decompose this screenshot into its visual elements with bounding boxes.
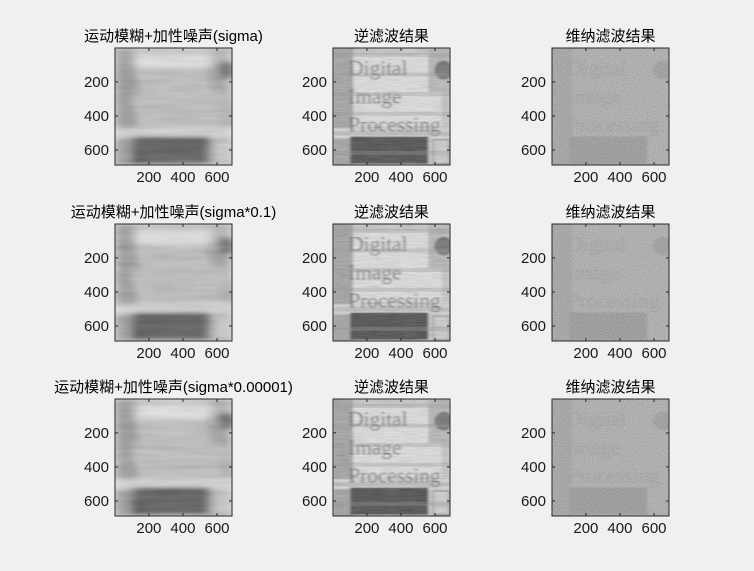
image-inverse-filtered-image: DigitalImageProcessing	[333, 399, 450, 516]
x-tick-label: 400	[607, 345, 632, 362]
y-tick-label: 400	[84, 284, 109, 301]
y-tick-label: 200	[521, 425, 546, 442]
subplot-3: DigitalImageProcessing 200 400 600 200 400 600…	[521, 28, 670, 186]
image-motion-blurred-image	[115, 48, 232, 165]
x-tick-label: 400	[388, 520, 413, 537]
x-tick-label: 600	[204, 345, 229, 362]
subplot-2: DigitalImageProcessing 200 400 600 200 400 600…	[302, 28, 451, 186]
axes-frame	[332, 47, 451, 166]
x-tick-label: 600	[204, 520, 229, 537]
axes-frame	[551, 223, 670, 342]
subplot-7: 200 400 600 200 400 600 运动模糊+加性噪声(sigma*0.0000…	[54, 378, 293, 537]
y-tick-label: 600	[84, 318, 109, 335]
y-tick-label: 600	[521, 142, 546, 159]
y-tick-label: 200	[302, 74, 327, 91]
x-tick-label: 400	[170, 520, 195, 537]
x-tick-label: 200	[354, 520, 379, 537]
x-tick-label: 400	[388, 345, 413, 362]
image-motion-blurred-image	[115, 399, 232, 516]
y-tick-label: 200	[302, 250, 327, 267]
subplot-9: DigitalImageProcessing 200 400 600 200 400 600…	[521, 379, 670, 537]
subplot-title: 运动模糊+加性噪声(sigma)	[84, 27, 263, 45]
subplot-title: 逆滤波结果	[354, 379, 429, 396]
subplot-4: 200 400 600 200 400 600 运动模糊+加性噪声(sigma*0.1)	[71, 203, 276, 362]
y-tick-label: 400	[521, 108, 546, 125]
axes-frame	[114, 398, 233, 517]
x-tick-label: 600	[422, 345, 447, 362]
y-tick-label: 400	[521, 284, 546, 301]
x-tick-label: 600	[641, 345, 666, 362]
subplot-6: DigitalImageProcessing 200 400 600 200 400 600…	[521, 204, 670, 362]
y-tick-label: 400	[84, 459, 109, 476]
y-tick-label: 200	[521, 74, 546, 91]
y-tick-label: 600	[302, 493, 327, 510]
x-tick-label: 400	[170, 169, 195, 186]
y-tick-label: 200	[84, 250, 109, 267]
y-tick-label: 600	[84, 493, 109, 510]
y-tick-label: 600	[84, 142, 109, 159]
subplot-title: 维纳滤波结果	[565, 379, 655, 396]
x-tick-label: 200	[354, 345, 379, 362]
x-tick-label: 600	[641, 520, 666, 537]
y-tick-label: 400	[302, 108, 327, 125]
axes-frame	[114, 47, 233, 166]
subplot-8: DigitalImageProcessing 200 400 600 200 400 600…	[302, 379, 451, 537]
image-wiener-filtered-image: DigitalImageProcessing	[552, 399, 669, 516]
y-tick-label: 600	[302, 142, 327, 159]
x-tick-label: 200	[136, 345, 161, 362]
subplot-title: 逆滤波结果	[354, 204, 429, 221]
subplot-1: 200 400 600 200 400 600 运动模糊+加性噪声(sigma)	[84, 27, 263, 186]
subplot-title: 维纳滤波结果	[565, 204, 655, 221]
x-tick-label: 600	[422, 169, 447, 186]
x-tick-label: 200	[573, 345, 598, 362]
axes-frame	[551, 47, 670, 166]
image-wiener-filtered-image: DigitalImageProcessing	[552, 224, 669, 341]
x-tick-label: 600	[204, 169, 229, 186]
subplot-5: DigitalImageProcessing 200 400 600 200 400 600…	[302, 204, 451, 362]
image-inverse-filtered-image: DigitalImageProcessing	[333, 224, 450, 341]
subplot-title: 逆滤波结果	[354, 28, 429, 45]
y-tick-label: 200	[84, 74, 109, 91]
subplot-title: 运动模糊+加性噪声(sigma*0.1)	[71, 203, 276, 221]
x-tick-label: 200	[136, 169, 161, 186]
x-tick-label: 400	[607, 169, 632, 186]
x-tick-label: 600	[641, 169, 666, 186]
y-tick-label: 200	[84, 425, 109, 442]
axes-frame	[332, 223, 451, 342]
x-tick-label: 400	[388, 169, 413, 186]
x-tick-label: 600	[422, 520, 447, 537]
axes-frame	[114, 223, 233, 342]
x-tick-label: 200	[573, 520, 598, 537]
y-tick-label: 200	[521, 250, 546, 267]
x-tick-label: 200	[354, 169, 379, 186]
subplot-title: 维纳滤波结果	[565, 28, 655, 45]
subplot-title: 运动模糊+加性噪声(sigma*0.00001)	[54, 378, 293, 396]
x-tick-label: 200	[136, 520, 161, 537]
y-tick-label: 600	[521, 318, 546, 335]
y-tick-label: 600	[302, 318, 327, 335]
axes-frame	[551, 398, 670, 517]
image-wiener-filtered-image: DigitalImageProcessing	[552, 48, 669, 165]
y-tick-label: 400	[521, 459, 546, 476]
y-tick-label: 400	[302, 459, 327, 476]
image-motion-blurred-image	[115, 224, 232, 341]
y-tick-label: 400	[302, 284, 327, 301]
y-tick-label: 600	[521, 493, 546, 510]
x-tick-label: 200	[573, 169, 598, 186]
image-inverse-filtered-image: DigitalImageProcessing	[333, 48, 450, 165]
axes-frame	[332, 398, 451, 517]
y-tick-label: 400	[84, 108, 109, 125]
y-tick-label: 200	[302, 425, 327, 442]
x-tick-label: 400	[170, 345, 195, 362]
x-tick-label: 400	[607, 520, 632, 537]
